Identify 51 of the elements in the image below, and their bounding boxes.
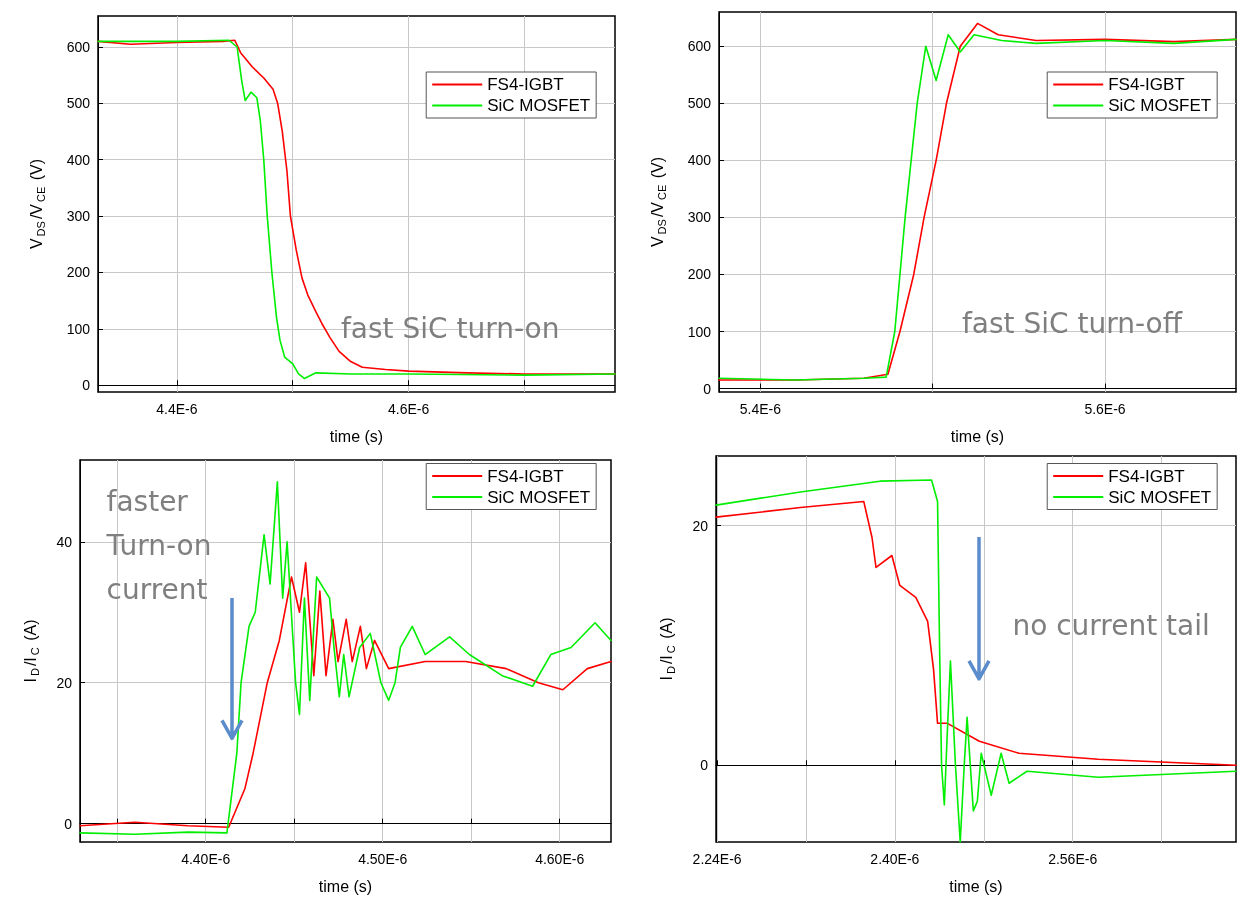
y-axis-title: VDS/VCE (V) (27, 158, 47, 250)
y-tick-label: 0 (700, 757, 709, 774)
y-tick-label: 600 (687, 38, 712, 55)
x-tick-label: 2.56E-6 (1048, 851, 1098, 867)
x-tick-label: 4.6E-6 (388, 401, 430, 417)
line-series (79, 481, 612, 836)
annotation: fast SiC turn-on (340, 311, 560, 345)
y-tick-label: 500 (66, 95, 91, 112)
y-axis-title: VDS/VCE (V) (648, 156, 668, 248)
y-tick-label: 300 (687, 209, 712, 226)
x-axis-title: time (s) (950, 427, 1005, 445)
legend-label: FS4-IGBT (1108, 75, 1185, 94)
legend-label: SiC MOSFET (1108, 96, 1212, 115)
y-tick-label: 0 (82, 377, 91, 394)
x-tick-label: 4.40E-6 (181, 851, 231, 867)
x-tick-label: 5.6E-6 (1084, 401, 1126, 417)
x-tick-label: 2.40E-6 (870, 851, 920, 867)
y-axis-title: ID/IC (A) (657, 617, 677, 681)
y-tick-label: 400 (66, 151, 91, 168)
legend-label: SiC MOSFET (1108, 487, 1212, 507)
line-series (79, 562, 612, 828)
legend-label: FS4-IGBT (1108, 466, 1185, 486)
legend-label: FS4-IGBT (487, 75, 564, 94)
annotation: fast SiC turn-off (961, 307, 1183, 341)
annotation: no current tail (1012, 609, 1210, 643)
x-axis-title: time (s) (329, 427, 384, 445)
legend-label: SiC MOSFET (487, 96, 591, 115)
y-tick-label: 500 (687, 95, 712, 112)
y-tick-label: 0 (703, 380, 712, 397)
y-tick-label: 20 (692, 517, 709, 534)
y-tick-label: 40 (56, 533, 73, 550)
x-tick-label: 4.50E-6 (358, 851, 408, 867)
x-tick-label: 2.24E-6 (692, 851, 742, 867)
x-axis-title: time (s) (318, 877, 373, 895)
y-tick-label: 100 (66, 320, 91, 337)
y-axis-title: ID/IC (A) (21, 619, 41, 683)
x-tick-label: 4.60E-6 (535, 851, 585, 867)
y-tick-label: 600 (66, 39, 91, 55)
y-tick-label: 200 (66, 264, 91, 281)
x-tick-label: 5.4E-6 (739, 401, 782, 417)
legend-label: SiC MOSFET (487, 487, 591, 507)
y-tick-label: 300 (66, 208, 91, 225)
legend-label: FS4-IGBT (487, 466, 564, 486)
y-tick-label: 20 (56, 674, 73, 691)
x-tick-label: 4.4E-6 (156, 401, 198, 417)
y-tick-label: 400 (687, 152, 712, 169)
x-axis-title: time (s) (949, 877, 1003, 895)
y-tick-label: 200 (687, 266, 712, 283)
y-tick-label: 100 (687, 323, 712, 340)
y-tick-label: 0 (64, 815, 73, 832)
annotation: faster Turn-on current (105, 484, 221, 606)
